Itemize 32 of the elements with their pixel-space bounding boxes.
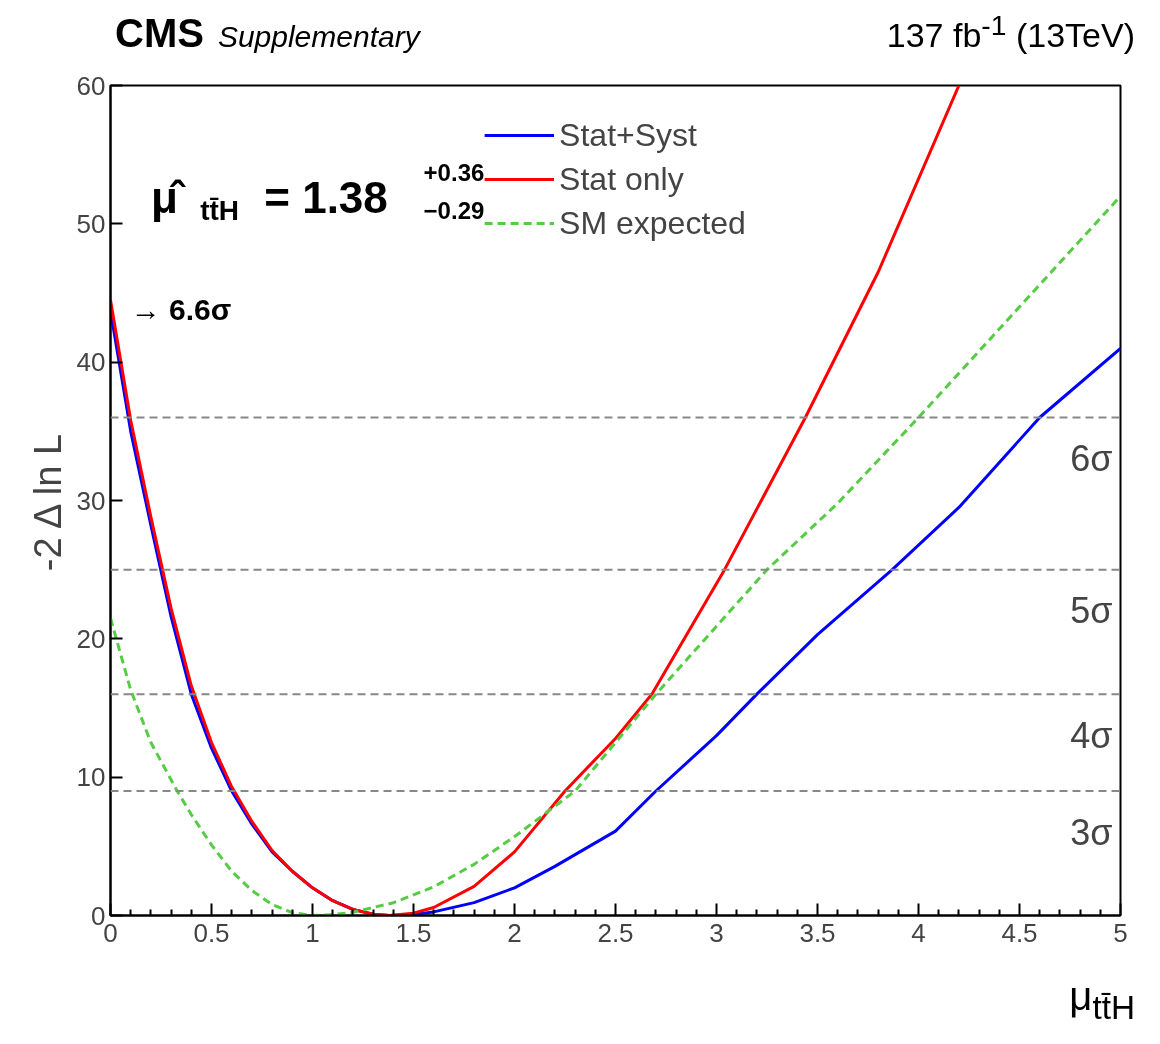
y-tick-label: 40 [76, 347, 106, 378]
ref-line-label: 3σ [1070, 811, 1113, 853]
x-tick-label: 0.5 [193, 917, 230, 948]
x-tick-label: 3.5 [799, 917, 836, 948]
x-axis-title: μ$_{tt̄H}$ [1068, 973, 1135, 1028]
annotation: μ̂tt̄H = 1.38 [150, 173, 388, 227]
ref-line-label: 6σ [1070, 438, 1113, 480]
y-tick-label: 30 [76, 485, 106, 516]
ref-line-label: 5σ [1070, 590, 1113, 632]
x-tick-label: 3 [709, 917, 724, 948]
annotation: → 6.6σ [130, 293, 232, 327]
y-axis-title: -2 Δ ln L [26, 433, 69, 572]
legend-label: Stat+Syst [559, 115, 697, 155]
x-tick-label: 1 [305, 917, 320, 948]
y-tick-label: 50 [76, 208, 106, 239]
annotation: −0.29 [423, 196, 485, 224]
chart-title: CMS [115, 10, 204, 58]
x-tick-label: 2.5 [597, 917, 634, 948]
legend-label: SM expected [559, 203, 746, 243]
x-tick-label: 1.5 [395, 917, 432, 948]
x-tick-label: 4.5 [1001, 917, 1038, 948]
text: 137 fb$^{-1}$ (13TeV) [886, 8, 1135, 57]
y-tick-label: 10 [76, 762, 106, 793]
annotation: +0.36 [423, 159, 485, 187]
y-tick-label: 20 [76, 623, 106, 654]
y-tick-label: 60 [76, 70, 106, 101]
chart-subtitle: Supplementary [217, 19, 420, 56]
ref-line-label: 4σ [1070, 714, 1113, 756]
legend-label: Stat only [559, 159, 684, 199]
x-tick-label: 5 [1113, 917, 1128, 948]
x-tick-label: 4 [911, 917, 926, 948]
x-tick-label: 2 [507, 917, 522, 948]
